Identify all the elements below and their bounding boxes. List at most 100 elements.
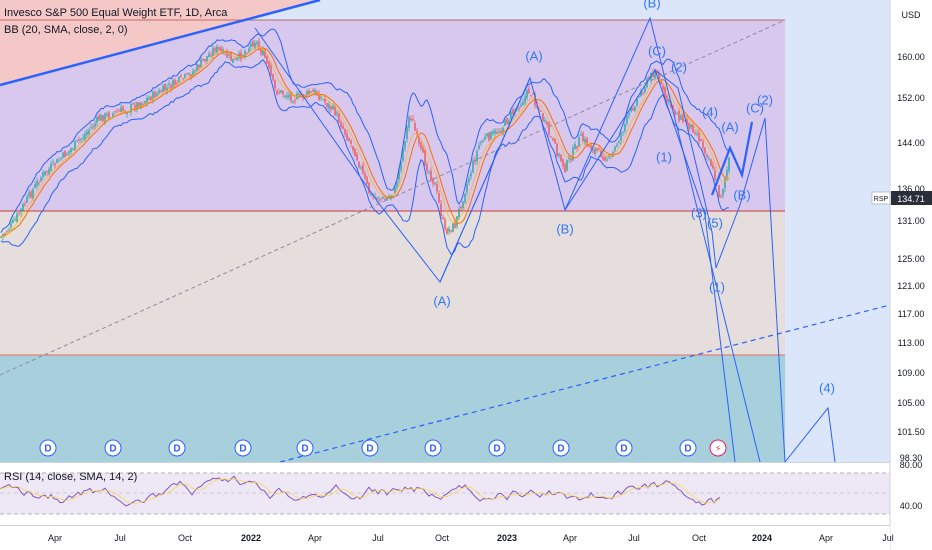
candle-body [54,163,56,166]
candle-body [342,125,344,129]
wave-label[interactable]: (5) [707,215,723,230]
candle-body [48,169,50,175]
candle-body [58,160,60,162]
candle-body [380,198,382,200]
wave-label[interactable]: (A) [525,48,542,63]
candle-body [112,113,114,117]
dividend-marker[interactable] [168,439,186,457]
dividend-label: D [109,444,116,455]
wave-label[interactable]: (B) [643,0,660,10]
candle-body [24,203,26,205]
candle-body [568,157,570,159]
currency-label[interactable]: USD [901,10,921,20]
candle-body [488,132,490,141]
candle-body [158,90,160,94]
symbol-tag[interactable] [871,191,891,205]
candle-body [726,169,728,178]
candle-body [476,150,478,162]
price-tick: 109.00 [897,368,925,378]
candle-body [654,71,656,79]
dividend-marker[interactable] [552,439,570,457]
candle-body [20,208,22,213]
candle-body [496,131,498,134]
last-price-tag[interactable] [891,191,932,205]
candle-body [500,131,502,133]
bollinger-legend[interactable]: BB (20, SMA, close, 2, 0) [4,24,128,36]
wave-projection-bold[interactable] [710,121,754,196]
trendline-blue-dashed[interactable] [279,304,890,462]
candle-body [348,138,350,142]
dividend-marker[interactable] [679,439,697,457]
candle-body [570,158,572,161]
candle-body [274,79,276,89]
dividend-marker[interactable] [615,439,633,457]
candle-body [62,152,64,158]
candle-body [690,124,692,128]
wave-label[interactable]: (4) [819,380,835,395]
candle-body [484,136,486,140]
candle-body [426,164,428,171]
candle-body [12,219,14,223]
wave-label[interactable]: (C) [746,100,764,115]
candle-body [226,52,228,58]
elliott-wave-line[interactable] [439,77,531,283]
dividend-label: D [429,444,436,455]
candle-body [52,161,54,163]
candle-body [446,228,448,235]
candle-body [512,109,514,115]
wave-label[interactable]: (3) [691,205,707,220]
candle-body [662,85,664,90]
candle-body [548,122,550,135]
candle-body [596,147,598,151]
candle-body [68,150,70,154]
wave-label[interactable]: (2) [671,59,687,74]
candle-body [728,157,730,172]
trendline-grey-dashed[interactable] [0,19,786,376]
dividend-marker[interactable] [39,439,57,457]
candle-body [44,171,46,175]
wave-label[interactable]: (A) [721,119,738,134]
candle-body [538,108,540,111]
dividend-marker[interactable] [296,439,314,457]
time-axis[interactable] [0,525,890,550]
candle-body [492,131,494,134]
dividend-marker[interactable] [424,439,442,457]
elliott-wave-line[interactable] [784,406,836,462]
candle-body [356,153,358,161]
candle-body [586,138,588,146]
trendline-upper[interactable] [0,0,321,87]
wave-label[interactable]: (1) [656,149,672,164]
wave-label[interactable]: (C) [648,43,666,58]
dividend-marker[interactable] [234,439,252,457]
candle-body [6,231,8,233]
candle-body [152,91,154,100]
dividend-marker[interactable] [361,439,379,457]
candle-body [124,110,126,112]
elliott-wave-line[interactable] [564,68,736,462]
candle-body [576,145,578,149]
candle-body [204,59,206,61]
symbol-title[interactable]: Invesco S&P 500 Equal Weight ETF, 1D, Ar… [4,7,228,19]
candle-body [486,133,488,137]
candle-body [104,113,106,122]
candle-body [150,96,152,101]
candle-body [232,58,234,64]
candle-body [428,171,430,173]
price-axis[interactable] [890,0,932,550]
wave-label[interactable]: (2) [757,92,773,107]
wave-label[interactable]: (B) [556,221,573,236]
dividend-marker[interactable] [104,439,122,457]
earnings-marker[interactable] [709,439,727,457]
wave-label[interactable]: (A) [433,293,450,308]
elliott-wave-line[interactable] [654,69,786,462]
candle-body [628,113,630,116]
candle-body [50,164,52,171]
candle-body [528,88,530,94]
wave-label[interactable]: (4) [702,104,718,119]
candle-body [192,71,194,77]
wave-label[interactable]: (1) [709,279,725,294]
wave-label[interactable]: (B) [733,187,750,202]
dividend-marker[interactable] [488,439,506,457]
rsi-legend[interactable]: RSI (14, close, SMA, 14, 2) [4,471,137,483]
